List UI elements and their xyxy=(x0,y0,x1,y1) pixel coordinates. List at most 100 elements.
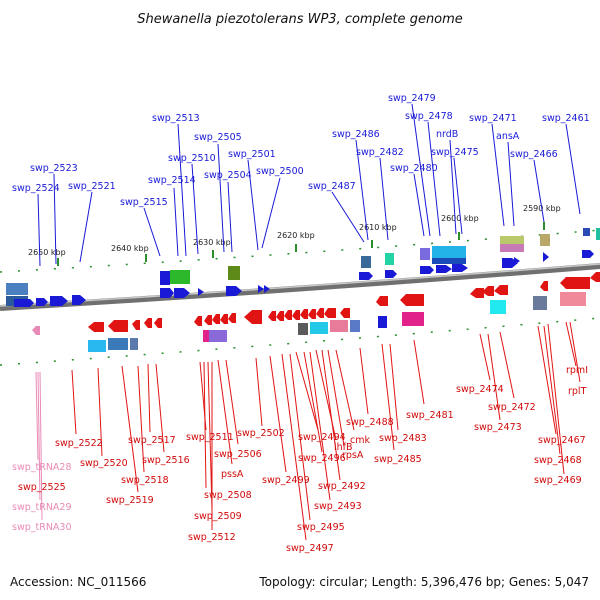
gene-label: swp_2524 xyxy=(12,183,60,194)
genome-backbone xyxy=(0,263,600,311)
accession-text: Accession: NC_011566 xyxy=(10,575,146,589)
leader-line xyxy=(389,343,399,431)
gene-arrow xyxy=(258,285,264,293)
feature-block xyxy=(88,340,106,352)
gene-label: swp_2474 xyxy=(456,384,504,395)
feature-block xyxy=(330,320,348,332)
gene-label: rpmI xyxy=(566,365,588,376)
gene-arrow xyxy=(36,298,48,306)
gene-arrow xyxy=(72,295,86,305)
leader-line xyxy=(411,103,431,237)
leader-line xyxy=(449,139,457,235)
leader-line xyxy=(335,349,355,431)
gene-arrow xyxy=(14,299,34,307)
leader-line xyxy=(565,321,577,367)
gene-arrow xyxy=(226,286,242,296)
gene-arrow xyxy=(194,316,202,326)
leader-line xyxy=(71,369,77,435)
leader-line xyxy=(39,371,43,521)
reverse-leader-lines xyxy=(71,321,581,541)
feature-block xyxy=(533,296,547,310)
gene-arrow xyxy=(144,318,152,328)
gene-label: swp_2519 xyxy=(106,495,154,506)
leader-line xyxy=(327,349,345,447)
gene-arrow xyxy=(452,264,468,272)
feature-block xyxy=(500,244,524,252)
scale-tick-label: 2620 kbp xyxy=(277,231,315,240)
feature-block xyxy=(500,236,524,244)
gene-label: swp_2472 xyxy=(488,402,536,413)
gene-label: swp_2492 xyxy=(318,481,366,492)
gene-label: swp_2461 xyxy=(542,113,590,124)
feature-block xyxy=(160,271,170,285)
gene-label: swp_2510 xyxy=(168,153,216,164)
leader-line xyxy=(281,353,307,541)
gene-label: cmk xyxy=(350,435,370,446)
gene-label: swp_2506 xyxy=(214,449,262,460)
leader-line xyxy=(537,325,557,435)
leader-line xyxy=(37,193,41,267)
gene-arrow xyxy=(50,296,68,306)
leader-line xyxy=(295,351,319,431)
gene-arrow xyxy=(268,311,276,321)
feature-block xyxy=(560,292,586,306)
gene-label: swp_2473 xyxy=(474,422,522,433)
feature-block xyxy=(228,266,240,280)
gene-arrow xyxy=(494,285,508,295)
leader-line xyxy=(413,173,425,237)
gene-arrow xyxy=(376,296,388,306)
forward-leader-lines xyxy=(37,103,581,267)
gene-arrow xyxy=(154,318,162,328)
gene-arrow xyxy=(582,250,594,258)
gene-arrow xyxy=(88,322,104,332)
forward-gene-labels: swp_2524 swp_2523 swp_2521 swp_2515 swp_… xyxy=(12,93,590,208)
gene-label: swp_2504 xyxy=(204,170,252,181)
gene-arrow xyxy=(220,314,228,324)
feature-block xyxy=(596,228,600,240)
feature-block xyxy=(432,258,466,264)
gene-arrow xyxy=(359,272,373,280)
gene-label: swp_2494 xyxy=(298,432,346,443)
gene-label: swp_2502 xyxy=(237,428,285,439)
feature-block xyxy=(209,330,227,342)
gene-label: swp_2480 xyxy=(390,163,438,174)
leader-line xyxy=(507,141,515,227)
feature-block xyxy=(108,338,128,350)
feature-block xyxy=(350,320,360,332)
gene-label: swp_2482 xyxy=(356,147,404,158)
gene-label: swp_2508 xyxy=(204,490,252,501)
leader-line xyxy=(499,331,515,399)
leader-line xyxy=(427,121,441,237)
leader-line xyxy=(261,177,281,249)
leader-line xyxy=(53,173,57,265)
leader-line xyxy=(143,207,161,257)
gene-arrow xyxy=(400,294,424,306)
leader-line xyxy=(173,187,179,257)
gene-label: swp_2493 xyxy=(314,501,362,512)
leader-line xyxy=(207,361,213,511)
gene-label: swp_2487 xyxy=(308,181,356,192)
gene-arrow xyxy=(470,288,484,298)
gene-arrow xyxy=(284,310,292,320)
feature-block xyxy=(385,253,394,265)
leader-line xyxy=(321,349,341,481)
leader-line xyxy=(217,359,233,465)
leader-line xyxy=(381,343,395,451)
feature-block xyxy=(6,283,28,295)
leader-line xyxy=(137,365,145,473)
leader-line xyxy=(565,123,581,215)
gene-arrow xyxy=(198,288,204,296)
reverse-gene-labels: swp_2522 swp_2520 swp_2519 swp_2518 swp_… xyxy=(55,365,588,554)
leader-line xyxy=(255,357,263,427)
gene-arrow xyxy=(514,257,520,265)
leader-line xyxy=(177,123,187,257)
feature-block xyxy=(203,330,209,342)
leader-line xyxy=(147,363,151,433)
gene-label: swp_2517 xyxy=(128,435,176,446)
feature-block xyxy=(298,323,308,335)
gene-arrow xyxy=(436,265,452,273)
gene-label: swp_2522 xyxy=(55,438,103,449)
leader-line xyxy=(303,351,323,453)
